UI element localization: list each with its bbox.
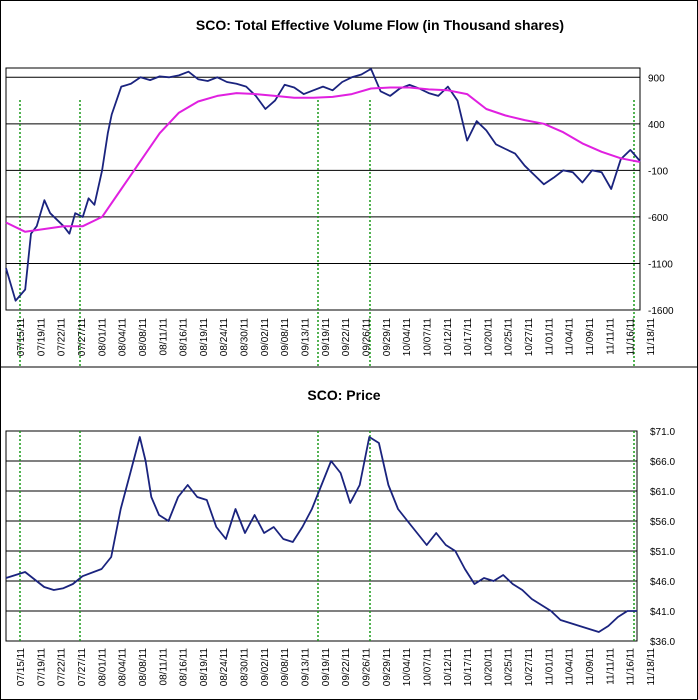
y-tick-label: 900 — [648, 73, 665, 84]
chart-title-volume-flow: SCO: Total Effective Volume Flow (in Tho… — [196, 17, 564, 33]
x-tick-label: 09/13/11 — [301, 318, 312, 357]
y-tick-label: -100 — [648, 166, 668, 177]
y-tick-label: $56.0 — [650, 517, 675, 528]
x-tick-labels-volume-flow: 07/15/11 07/19/11 07/22/11 07/27/11 08/01/11… — [16, 318, 657, 357]
x-tick-label: 08/24/11 — [219, 318, 230, 357]
x-tick-label: 10/12/11 — [443, 318, 454, 357]
x-tick-label: 10/12/11 — [443, 648, 454, 687]
x-tick-label: 07/19/11 — [36, 318, 47, 357]
x-tick-label: 09/08/11 — [280, 648, 291, 687]
plot-area-volume-flow — [5, 67, 641, 311]
x-tick-label: 08/30/11 — [240, 648, 251, 687]
signal-markers-volume-flow — [19, 100, 635, 367]
x-tick-label: 10/07/11 — [422, 648, 433, 687]
x-tick-label: 10/17/11 — [463, 648, 474, 687]
y-tick-labels-volume-flow: 900 400 -100 -600 -1100 -1600 — [648, 73, 674, 317]
x-tick-label: 07/15/11 — [16, 318, 27, 357]
x-tick-label: 08/19/11 — [199, 648, 210, 687]
y-tick-label: -600 — [648, 213, 668, 224]
x-tick-label: 09/26/11 — [361, 318, 372, 357]
x-tick-label: 08/01/11 — [97, 318, 108, 357]
x-tick-label: 08/08/11 — [138, 648, 149, 687]
x-tick-label: 10/27/11 — [524, 648, 535, 687]
y-tick-label: $71.0 — [650, 427, 675, 438]
x-tick-label: 11/18/11 — [646, 318, 657, 356]
x-tick-label: 08/24/11 — [219, 648, 230, 687]
y-tick-label: -1600 — [648, 306, 674, 317]
x-tick-label: 08/16/11 — [179, 318, 190, 357]
x-tick-label: 10/04/11 — [402, 318, 413, 357]
x-tick-labels-price: 07/15/11 07/19/11 07/22/11 07/27/11 08/01/11… — [16, 648, 657, 687]
x-tick-label: 08/16/11 — [179, 648, 190, 687]
series-line-2 — [5, 86, 641, 233]
series-line-1 — [5, 68, 641, 302]
x-tick-label: 11/18/11 — [646, 648, 657, 686]
gridlines-price — [6, 430, 637, 642]
x-tick-label: 10/17/11 — [463, 318, 474, 357]
x-tick-label: 07/19/11 — [36, 648, 47, 687]
x-tick-label: 07/22/11 — [57, 318, 68, 357]
x-tick-label: 11/16/11 — [626, 318, 637, 356]
x-tick-label: 07/22/11 — [57, 648, 68, 687]
chart-title-price: SCO: Price — [307, 387, 380, 403]
x-tick-label: 09/19/11 — [321, 648, 332, 687]
y-tick-label: 400 — [648, 120, 665, 131]
x-tick-label: 10/20/11 — [483, 318, 494, 357]
x-tick-label: 08/30/11 — [240, 318, 251, 357]
x-tick-label: 08/19/11 — [199, 318, 210, 357]
x-tick-label: 09/22/11 — [341, 318, 352, 357]
series-price — [5, 436, 637, 633]
y-tick-label: $61.0 — [650, 487, 675, 498]
x-tick-label: 08/11/11 — [158, 648, 169, 686]
x-tick-label: 11/04/11 — [565, 648, 576, 686]
x-tick-label: 10/25/11 — [504, 318, 515, 357]
y-tick-label: $41.0 — [650, 607, 675, 618]
signal-markers-price — [19, 431, 635, 641]
y-tick-label: $51.0 — [650, 547, 675, 558]
x-tick-label: 09/22/11 — [341, 648, 352, 687]
x-tick-label: 10/20/11 — [483, 648, 494, 687]
x-tick-label: 10/07/11 — [422, 318, 433, 357]
gridlines-volume-flow — [6, 76, 640, 311]
x-tick-label: 10/25/11 — [504, 648, 515, 687]
y-tick-label: $66.0 — [650, 457, 675, 468]
x-tick-label: 09/02/11 — [260, 318, 271, 357]
y-tick-label: -1100 — [648, 259, 673, 270]
x-tick-label: 08/08/11 — [138, 318, 149, 357]
x-tick-label: 10/27/11 — [524, 318, 535, 357]
x-tick-label: 08/11/11 — [158, 318, 169, 356]
series-line-1 — [5, 436, 637, 633]
x-tick-label: 09/26/11 — [361, 648, 372, 687]
x-tick-label: 11/11/11 — [605, 318, 616, 355]
x-tick-label: 09/08/11 — [280, 318, 291, 357]
x-tick-label: 09/13/11 — [301, 648, 312, 687]
x-tick-label: 11/16/11 — [626, 648, 637, 686]
x-tick-label: 07/15/11 — [16, 648, 27, 687]
x-tick-label: 11/01/11 — [544, 648, 555, 686]
x-tick-label: 08/04/11 — [118, 648, 129, 687]
series-volume-flow — [5, 68, 641, 302]
x-tick-label: 07/27/11 — [77, 648, 88, 687]
y-tick-labels-price: $71.0 $66.0 $61.0 $56.0 $51.0 $46.0 $41.0 $36.0 — [650, 427, 675, 648]
x-tick-label: 09/29/11 — [382, 648, 393, 687]
x-tick-label: 08/01/11 — [97, 648, 108, 687]
x-tick-label: 11/09/11 — [585, 648, 596, 686]
x-tick-label: 11/04/11 — [565, 318, 576, 356]
x-tick-label: 09/02/11 — [260, 648, 271, 687]
x-tick-label: 08/04/11 — [118, 318, 129, 357]
x-tick-label: 11/11/11 — [605, 648, 616, 685]
x-tick-label: 09/29/11 — [382, 318, 393, 357]
x-tick-label: 10/04/11 — [402, 648, 413, 687]
y-tick-label: $36.0 — [650, 637, 675, 648]
x-tick-label: 11/01/11 — [544, 318, 555, 356]
y-tick-label: $46.0 — [650, 577, 675, 588]
plot-area-price — [5, 430, 638, 642]
x-tick-label: 11/09/11 — [585, 318, 596, 356]
x-tick-label: 09/19/11 — [321, 318, 332, 357]
x-tick-label: 07/27/11 — [77, 318, 88, 357]
